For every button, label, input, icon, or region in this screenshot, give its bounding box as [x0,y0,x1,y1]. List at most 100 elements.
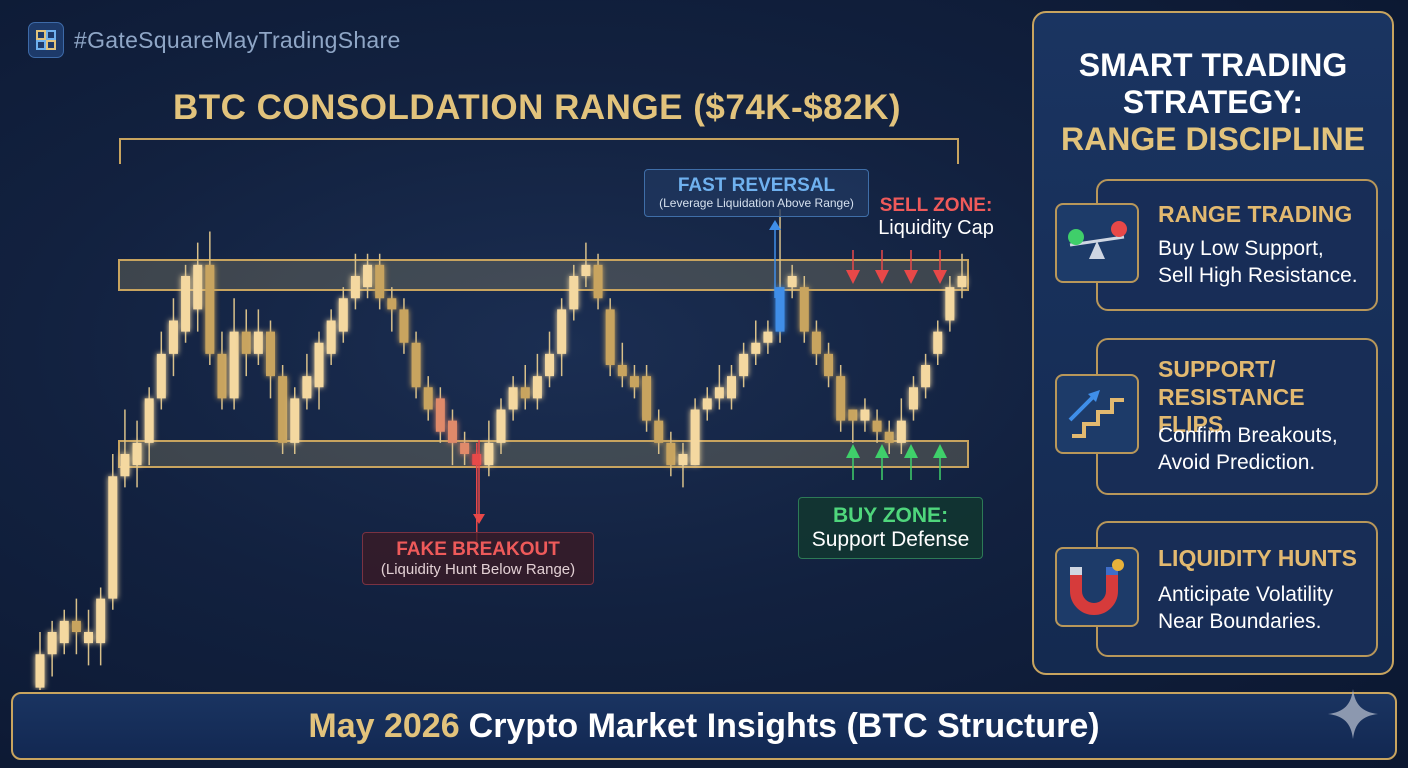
sell-arrow-head [904,270,918,284]
card-desc-line: Confirm Breakouts, [1158,424,1338,447]
footer-month: May 2026 [308,706,460,745]
candle-body [569,276,579,310]
candle-body [423,387,433,410]
strategy-card-sr-flips: SUPPORT/ RESISTANCE FLIPS Confirm Breako… [1055,338,1378,495]
footer-title: Crypto Market Insights (BTC Structure) [468,706,1100,745]
candle-body [399,309,409,343]
card-title-line: SUPPORT/ [1158,356,1276,382]
candle-body [872,420,882,432]
card-desc-line: Avoid Prediction. [1158,451,1316,475]
candle-body [108,476,118,599]
candle-body [678,454,688,466]
candle-body [957,276,967,288]
sell-zone-subtitle: Liquidity Cap [878,216,994,239]
card-desc-liquidity-hunts: Anticipate Volatility Near Boundaries. [1158,581,1333,636]
candle-body [217,353,227,399]
candle-body [229,331,239,399]
candle-body [690,409,700,466]
candle-body [71,620,81,632]
candle-body [787,276,797,288]
sparkle-icon [1328,689,1378,739]
rising-steps-icon [1055,374,1139,454]
buy-arrow-head [904,444,918,458]
candle-body [629,376,639,388]
candle-body [848,409,858,421]
fake-breakout-subtitle: (Liquidity Hunt Below Range) [380,560,576,578]
candle-body [387,298,397,310]
panel-title-line1-text: SMART TRADING STRATEGY: [1078,47,1348,120]
candle-body [836,376,846,421]
candle-body [520,387,530,399]
magnet-icon [1055,547,1139,627]
hashtag-bar: #GateSquareMayTradingShare [28,22,401,58]
candle-body [156,353,166,399]
candle-body [472,454,482,466]
resistance-zone-band [118,259,969,291]
card-desc-line: Near Boundaries. [1158,610,1322,634]
markers-group [473,220,947,524]
fake-breakout-arrowhead [473,514,485,524]
candle-body [617,365,627,377]
candle-body [47,632,57,655]
fast-reversal-arrowhead [769,220,781,230]
candle-body [532,376,542,399]
candle-body [447,420,457,443]
candle-body [508,387,518,410]
candle-body [896,420,906,443]
candle-body [375,264,385,299]
sell-arrow-head [933,270,947,284]
strategy-panel: SMART TRADING STRATEGY: RANGE DISCIPLINE… [1032,11,1394,675]
buy-zone-callout: BUY ZONE: Support Defense [798,497,983,559]
card-title-sr-flips: SUPPORT/ RESISTANCE FLIPS [1158,356,1376,439]
candle-body [181,276,191,332]
candle-body [908,387,918,410]
sell-arrow-head [875,270,889,284]
candle-body [411,342,421,388]
candle-body [35,654,45,688]
candle-body [120,454,130,477]
candle-body [338,298,348,332]
chart-title: BTC CONSOLDATION RANGE ($74K-$82K) [172,88,902,127]
fake-breakout-callout: FAKE BREAKOUT (Liquidity Hunt Below Rang… [362,532,594,585]
buy-arrow-head [875,444,889,458]
candle-body [278,376,288,443]
candle-body [933,331,943,354]
card-desc-line: Sell High Resistance. [1158,264,1358,288]
buy-arrow-head [846,444,860,458]
candle-body [84,632,94,644]
card-title-range-trading: RANGE TRADING [1158,201,1353,227]
card-desc-range-trading: Buy Low Support, Sell High Resistance. [1158,235,1358,290]
candle-body [739,353,749,377]
support-zone-band [118,440,969,468]
buy-arrow-head [933,444,947,458]
candle-body [193,264,203,310]
fake-breakout-title: FAKE BREAKOUT [396,539,560,560]
balance-scale-icon [1055,203,1139,283]
candle-body [132,442,142,466]
candle-body [96,598,106,644]
candle-body [799,287,809,332]
candle-body [860,409,870,421]
buy-zone-subtitle: Support Defense [811,528,970,552]
card-desc-sr-flips: Confirm Breakouts, Avoid Prediction. [1158,422,1338,477]
candle-body [824,353,834,377]
sell-zone-label: SELL ZONE: Liquidity Cap [866,195,1006,239]
panel-title-line1: SMART TRADING STRATEGY: [1034,47,1392,121]
candle-body [605,309,615,365]
candle-body [666,442,676,466]
card-desc-line: Anticipate Volatility [1158,583,1334,606]
candle-body [557,309,567,354]
candle-body [290,398,300,443]
candle-body [484,442,494,466]
candle-body [363,264,373,288]
candle-body [545,353,555,377]
panel-title: SMART TRADING STRATEGY: RANGE DISCIPLINE [1034,47,1392,157]
candle-body [593,264,603,299]
card-title-liquidity-hunts: LIQUIDITY HUNTS [1158,545,1357,571]
footer-bar: May 2026 Crypto Market Insights (BTC Str… [11,692,1397,760]
candle-body [168,320,178,354]
candle-body [205,264,215,354]
gate-logo-icon [28,22,64,58]
fast-reversal-title: FAST REVERSAL [677,175,836,196]
candle-body [642,376,652,421]
